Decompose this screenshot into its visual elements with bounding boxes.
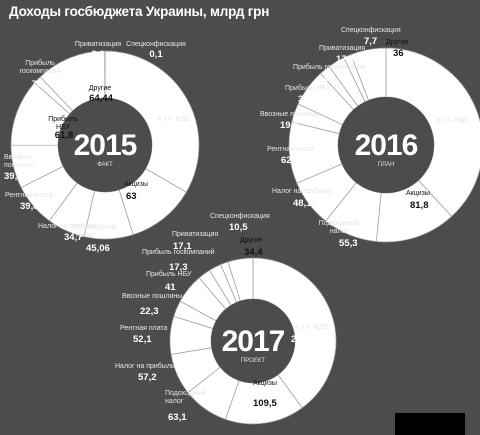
subtitle-label: ПЛАН [378,162,395,168]
label-1-3: Налог на прибыль [272,187,332,195]
value-2-0: 281,7 [291,334,315,345]
label-1-5: Ввозные пошлины [260,111,320,118]
label-1-10: Другие [386,39,409,46]
label-2-8: Приватизация [172,231,218,238]
value-0-0: 178,4 [165,125,189,136]
value-0-9: 0,1 [91,49,105,60]
label-2-6: Прибыль НБУ [146,270,192,278]
value-2-6: 41 [165,282,176,293]
label-1-9: Спецконфискация [341,27,401,34]
black-bar [395,413,465,435]
value-1-9: 7,7 [364,36,377,47]
label-2-4: Рентная плата [120,325,168,332]
value-2-8: 17,1 [173,241,192,252]
label-1-0: в т.ч. НДС [437,117,469,124]
label-1-4: Рентная плата [267,146,315,153]
value-0-10: 0,1 [149,49,163,60]
value-0-2: 45,06 [86,243,110,254]
label-0-5: Ввозные пошлины [4,154,34,169]
label-0-6: Прибыль НБУ [48,115,78,131]
value-2-4: 52,1 [133,334,152,345]
donut-center [211,299,295,383]
value-1-2: 55,3 [339,238,358,249]
value-2-1: 109,5 [253,398,277,409]
value-2-2: 63,1 [168,412,187,423]
label-0-10: Спецконфискация [126,41,186,48]
label-1-1: Акцизы [406,190,430,197]
value-1-8: 17,1 [336,54,355,65]
value-0-3: 34,7 [64,232,83,243]
value-1-4: 62,5 [281,155,300,166]
label-2-0: в т.ч. НДС [296,324,328,331]
value-1-10: 36 [393,48,404,59]
value-2-3: 57,2 [138,372,157,383]
label-0-8: Другие [89,85,112,92]
value-0-1: 63 [126,191,137,202]
label-0-9: Приватизация [75,41,121,48]
donut-center [338,97,434,193]
label-2-1: Акцизы [253,380,277,387]
year-label: 2016 [355,129,418,162]
label-2-2: Подоходный налог [165,389,206,405]
label-0-1: Акцизы [124,181,148,188]
label-2-7: Прибыль госкомпаний [142,248,215,256]
label-1-2: Подоходный налог [319,219,360,235]
value-2-5: 22,3 [140,306,159,317]
label-2-10: Другие [240,237,263,244]
label-2-9: Спецконфискация [210,213,270,220]
value-1-6: 38 [298,94,309,105]
value-1-1: 81,8 [410,200,429,211]
label-1-7: Прибыль госкомпаний [293,63,366,71]
value-1-3: 48,1 [293,198,312,209]
label-0-2: Подоходный налог [76,223,117,239]
label-2-3: Налог на прибыль [115,362,175,370]
label-0-7: Прибыль госкомпаний [19,59,60,75]
label-2-5: Ввозные пошлины [122,293,182,300]
subtitle-label: ФАКТ [97,162,113,168]
value-0-5: 39,8 [4,171,23,182]
value-1-5: 19,2 [280,120,299,131]
label-1-8: Приватизация [319,45,365,52]
value-1-0: 232,6 [444,126,468,137]
value-2-7: 17,3 [169,262,188,273]
value-2-10: 34,4 [244,247,263,258]
value-0-6: 61,8 [55,130,74,141]
slice-2-0 [252,257,337,409]
value-0-8: 64,44 [89,93,113,104]
page-title: Доходы госбюджета Украины, млрд грн [9,4,270,19]
year-label: 2017 [222,325,285,358]
label-0-3: Налог на прибыль [38,222,98,230]
donut-center [58,98,152,192]
subtitle-label: ПРОЕКТ [241,358,265,364]
value-0-7: 7,4 [31,79,45,90]
year-label: 2015 [74,129,137,162]
value-2-9: 10,5 [229,222,248,233]
label-1-6: Прибыль НБУ [285,84,331,92]
value-1-7: 11,1 [318,73,337,84]
label-0-4: Рентная плата [5,192,53,199]
label-0-0: в т.ч. НДС [158,116,190,123]
value-0-4: 39,8 [20,201,39,212]
